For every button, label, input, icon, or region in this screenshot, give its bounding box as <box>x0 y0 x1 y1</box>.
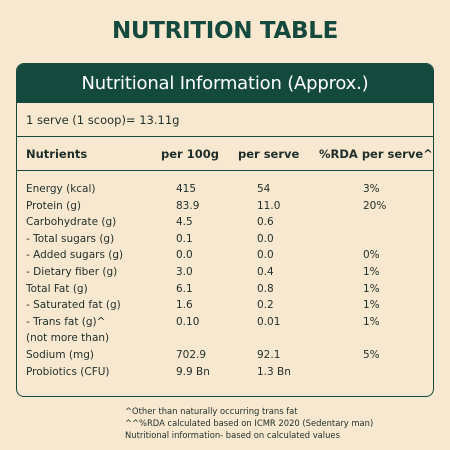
cell-rda: 1% <box>363 299 380 312</box>
page-title: NUTRITION TABLE <box>111 18 339 44</box>
cell-per-serve: 0.8 <box>257 282 274 295</box>
cell-nutrient: - Added sugars (g) <box>26 249 124 262</box>
table-row: (not more than) <box>17 330 433 347</box>
cell-per-100g: 83.9 <box>176 199 200 212</box>
cell-rda: 0% <box>363 249 380 262</box>
table-header: Nutrients per 100g per serve %RDA per se… <box>17 137 433 171</box>
table-row: - Added sugars (g) 0.0 0.0 0% <box>17 247 433 264</box>
cell-rda: 5% <box>363 348 380 361</box>
cell-per-serve: 92.1 <box>257 348 281 361</box>
cell-rda: 1% <box>363 265 380 278</box>
table-row: - Dietary fiber (g) 3.0 0.4 1% <box>17 264 433 281</box>
cell-per-100g: 0.0 <box>176 249 193 262</box>
cell-rda: 3% <box>363 183 380 195</box>
table-row: - Saturated fat (g) 1.6 0.2 1% <box>17 297 433 314</box>
cell-nutrient: Energy (kcal) <box>26 183 96 195</box>
cell-per-100g: 3.0 <box>176 265 193 278</box>
cell-nutrient: - Saturated fat (g) <box>26 299 121 312</box>
cell-nutrient: - Trans fat (g)^ <box>26 315 106 328</box>
cell-rda: 1% <box>363 315 380 328</box>
header-nutrients: Nutrients <box>26 147 88 161</box>
cell-per-100g: 9.9 Bn <box>176 365 210 378</box>
footnote-calculated: Nutritional information- based on calcul… <box>125 430 340 441</box>
header-rda: %RDA per serve^^ <box>319 147 434 161</box>
header-per-100g: per 100g <box>161 147 219 161</box>
cell-per-serve: 0.0 <box>257 232 274 245</box>
cell-per-serve: 0.0 <box>257 249 274 262</box>
cell-per-serve: 0.6 <box>257 216 274 229</box>
cell-rda: 1% <box>363 282 380 295</box>
header-per-serve: per serve <box>238 147 300 161</box>
table-row: Energy (kcal) 415 54 3% <box>17 181 433 198</box>
cell-nutrient: Carbohydrate (g) <box>26 216 117 229</box>
cell-per-100g: 415 <box>176 183 197 195</box>
cell-per-serve: 0.2 <box>257 299 274 312</box>
cell-per-serve: 0.01 <box>257 315 281 328</box>
footnotes: ^Other than naturally occurring trans fa… <box>125 405 373 442</box>
table-row: Protein (g) 83.9 11.0 20% <box>17 198 433 215</box>
cell-nutrient: - Dietary fiber (g) <box>26 265 118 278</box>
cell-nutrient: - Total sugars (g) <box>26 232 115 245</box>
cell-per-100g: 702.9 <box>176 348 207 361</box>
cell-per-100g: 4.5 <box>176 216 193 229</box>
cell-per-100g: 1.6 <box>176 299 193 312</box>
cell-nutrient: (not more than) <box>26 332 110 345</box>
cell-nutrient: Protein (g) <box>26 199 82 212</box>
cell-per-100g: 0.10 <box>176 315 200 328</box>
table-row: Probiotics (CFU) 9.9 Bn 1.3 Bn <box>17 364 433 381</box>
cell-rda: 20% <box>363 199 387 212</box>
table-row: Sodium (mg) 702.9 92.1 5% <box>17 347 433 364</box>
serving-size: 1 serve (1 scoop)= 13.11g <box>17 103 433 137</box>
cell-per-100g: 0.1 <box>176 232 193 245</box>
cell-per-100g: 6.1 <box>176 282 193 295</box>
table-body: Energy (kcal) 415 54 3% Protein (g) 83.9 11.0… <box>17 171 433 380</box>
table-row: - Trans fat (g)^ 0.10 0.01 1% <box>17 314 433 331</box>
footnote-trans-fat: ^Other than naturally occurring trans fa… <box>125 406 298 416</box>
footnote-rda: ^^%RDA calculated based on ICMR 2020 (Se… <box>125 418 374 429</box>
table-row: - Total sugars (g) 0.1 0.0 <box>17 231 433 248</box>
cell-per-serve: 11.0 <box>257 199 281 212</box>
table-row: Total Fat (g) 6.1 0.8 1% <box>17 281 433 298</box>
cell-per-serve: 1.3 Bn <box>257 365 291 378</box>
cell-nutrient: Sodium (mg) <box>26 348 94 361</box>
cell-per-serve: 54 <box>257 183 271 195</box>
nutrition-card: Nutritional Information (Approx.) 1 serv… <box>16 63 434 397</box>
cell-per-serve: 0.4 <box>257 265 274 278</box>
cell-nutrient: Probiotics (CFU) <box>26 365 110 378</box>
card-heading: Nutritional Information (Approx.) <box>17 64 433 103</box>
table-row: Carbohydrate (g) 4.5 0.6 <box>17 214 433 231</box>
cell-nutrient: Total Fat (g) <box>26 282 88 295</box>
